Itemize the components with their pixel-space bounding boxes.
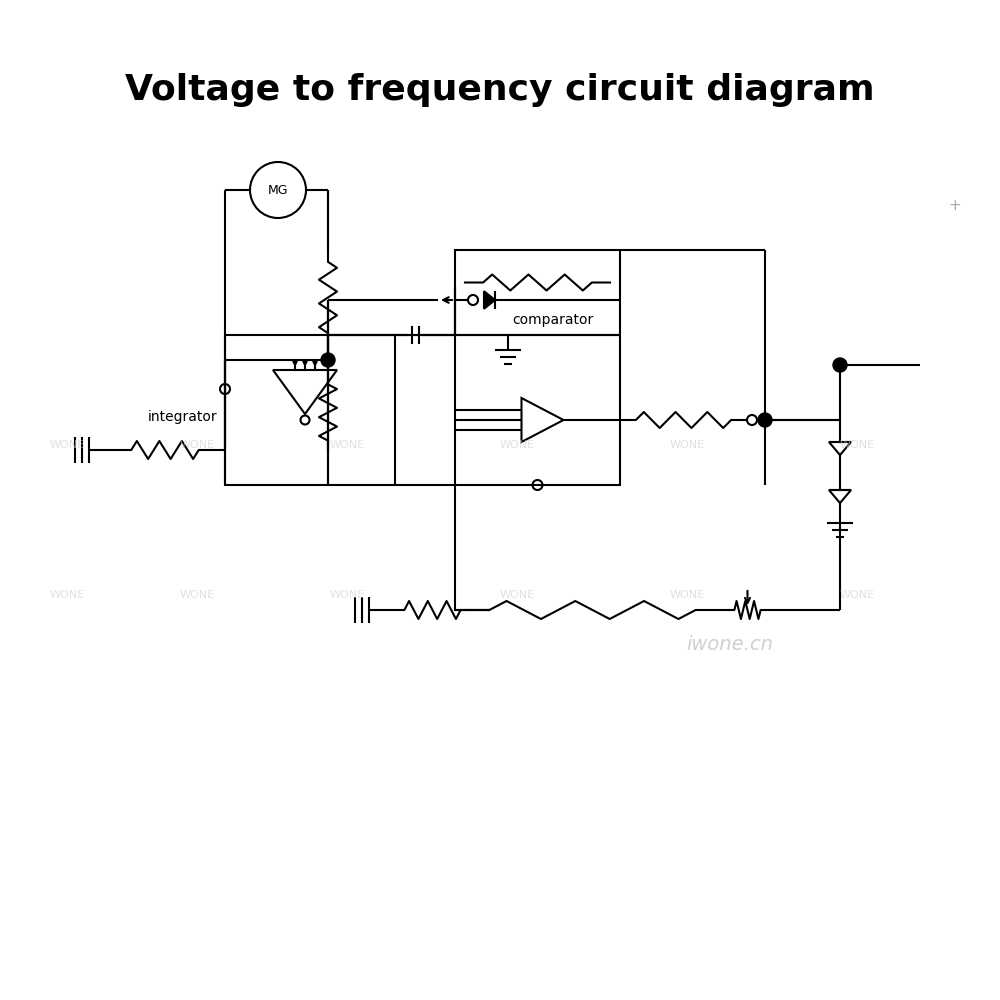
- Text: WONE: WONE: [330, 590, 365, 600]
- Text: iwone.cn: iwone.cn: [686, 636, 774, 654]
- Circle shape: [758, 413, 772, 427]
- Text: integrator: integrator: [147, 410, 217, 424]
- Bar: [455, 250, 620, 335]
- Text: WONE: WONE: [670, 590, 705, 600]
- Text: WONE: WONE: [50, 590, 85, 600]
- Text: WONE: WONE: [180, 590, 215, 600]
- Text: +: +: [949, 198, 961, 213]
- Polygon shape: [484, 291, 495, 309]
- Bar: [225, 335, 395, 485]
- Circle shape: [833, 358, 847, 372]
- Text: Voltage to frequency circuit diagram: Voltage to frequency circuit diagram: [125, 73, 875, 107]
- Text: MG: MG: [268, 184, 288, 196]
- Text: WONE: WONE: [840, 590, 875, 600]
- Text: WONE: WONE: [670, 440, 705, 450]
- Text: WONE: WONE: [330, 440, 365, 450]
- Text: WONE: WONE: [500, 440, 535, 450]
- Circle shape: [321, 353, 335, 367]
- Text: comparator: comparator: [512, 313, 593, 327]
- Text: WONE: WONE: [180, 440, 215, 450]
- Text: WONE: WONE: [50, 440, 85, 450]
- Text: WONE: WONE: [840, 440, 875, 450]
- Bar: [455, 335, 620, 485]
- Text: WONE: WONE: [500, 590, 535, 600]
